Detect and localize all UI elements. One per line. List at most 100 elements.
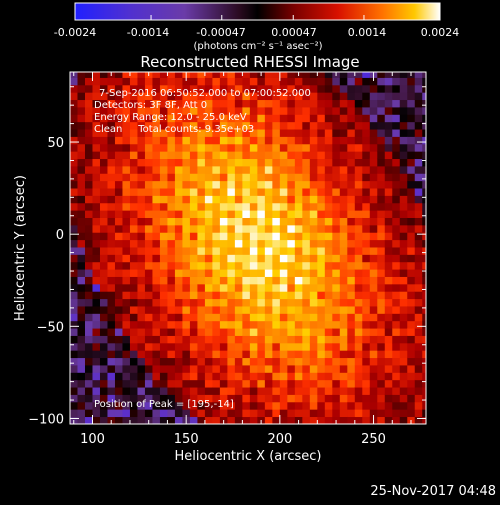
heatmap-cell — [317, 202, 326, 211]
heatmap-cell — [392, 210, 401, 218]
heatmap-cell — [377, 365, 386, 373]
heatmap-cell — [167, 379, 176, 388]
heatmap-cell — [324, 99, 333, 108]
heatmap-cell — [399, 342, 408, 351]
heatmap-cell — [99, 202, 108, 211]
heatmap-cell — [152, 121, 161, 130]
heatmap-cell — [369, 180, 378, 189]
heatmap-cell — [204, 129, 213, 137]
heatmap-cell — [249, 261, 258, 270]
heatmap-cell — [84, 401, 93, 410]
heatmap-cell — [144, 151, 153, 160]
heatmap-cell — [362, 224, 371, 233]
heatmap-cell — [264, 401, 273, 410]
heatmap-cell — [189, 121, 198, 130]
heatmap-cell — [309, 202, 318, 211]
heatmap-cell — [339, 114, 348, 123]
heatmap-cell — [407, 328, 416, 336]
heatmap-cell — [144, 291, 153, 300]
chart-title: Reconstructed RHESSI Image — [140, 53, 359, 71]
y-tick-label: 0 — [56, 228, 64, 243]
heatmap-cell — [114, 291, 123, 300]
heatmap-cell — [212, 350, 221, 359]
heatmap-cell — [272, 136, 281, 145]
heatmap-cell — [99, 313, 108, 322]
heatmap-cell — [309, 342, 318, 351]
heatmap-cell — [234, 350, 243, 359]
heatmap-cell — [354, 165, 363, 174]
heatmap-cell — [272, 365, 281, 373]
heatmap-cell — [114, 173, 123, 182]
heatmap-cell — [77, 129, 86, 137]
heatmap-cell — [399, 261, 408, 270]
heatmap-cell — [129, 77, 138, 86]
heatmap-cell — [197, 202, 206, 211]
heatmap-cell — [137, 291, 146, 300]
heatmap-cell — [332, 342, 341, 351]
heatmap-cell — [414, 99, 423, 108]
heatmap-cell — [249, 158, 258, 167]
heatmap-cell — [167, 210, 176, 218]
heatmap-cell — [167, 165, 176, 174]
heatmap-cell — [257, 239, 266, 248]
heatmap-cell — [339, 298, 348, 307]
heatmap-cell — [407, 165, 416, 174]
heatmap-cell — [107, 224, 116, 233]
heatmap-cell — [302, 342, 311, 351]
heatmap-cell — [129, 313, 138, 322]
heatmap-cell — [414, 387, 423, 395]
heatmap-cell — [302, 202, 311, 211]
heatmap-cell — [234, 202, 243, 211]
heatmap-cell — [234, 195, 243, 204]
heatmap-cell — [377, 306, 386, 314]
heatmap-cell — [422, 165, 426, 174]
heatmap-cell — [407, 114, 416, 123]
footer-date: 25-Nov-2017 04:48 — [370, 484, 496, 499]
heatmap-cell — [354, 372, 363, 381]
heatmap-cell — [407, 357, 416, 366]
heatmap-cell — [242, 416, 251, 424]
heatmap-cell — [122, 261, 131, 270]
heatmap-cell — [107, 342, 116, 351]
heatmap-cell — [167, 306, 176, 314]
heatmap-cell — [99, 239, 108, 248]
heatmap-cell — [347, 239, 356, 248]
heatmap-cell — [377, 387, 386, 395]
heatmap-cell — [249, 84, 258, 93]
heatmap-cell — [99, 306, 108, 314]
heatmap-cell — [384, 72, 393, 78]
heatmap-cell — [92, 416, 101, 424]
heatmap-cell — [264, 99, 273, 108]
heatmap-cell — [122, 114, 131, 123]
heatmap-cell — [332, 328, 341, 336]
heatmap-cell — [182, 77, 191, 86]
heatmap-cell — [212, 210, 221, 218]
heatmap-cell — [317, 129, 326, 137]
heatmap-cell — [234, 173, 243, 182]
heatmap-cell — [294, 99, 303, 108]
heatmap-cell — [392, 232, 401, 241]
heatmap-cell — [219, 158, 228, 167]
heatmap-cell — [309, 210, 318, 218]
heatmap-cell — [249, 202, 258, 211]
heatmap-cell — [257, 210, 266, 218]
heatmap-cell — [242, 328, 251, 336]
heatmap-cell — [189, 114, 198, 123]
heatmap-cell — [70, 77, 78, 86]
heatmap-cell — [219, 313, 228, 322]
heatmap-cell — [399, 143, 408, 152]
heatmap-cell — [422, 276, 426, 285]
heatmap-cell — [152, 232, 161, 241]
heatmap-cell — [294, 107, 303, 115]
heatmap-cell — [129, 202, 138, 211]
heatmap-cell — [242, 232, 251, 241]
heatmap-cell — [234, 224, 243, 233]
heatmap-cell — [399, 72, 408, 78]
heatmap-cell — [159, 342, 168, 351]
heatmap-cell — [347, 72, 356, 78]
heatmap-cell — [212, 320, 221, 329]
heatmap-cell — [332, 84, 341, 93]
heatmap-cell — [369, 107, 378, 115]
heatmap-cell — [174, 365, 183, 373]
heatmap-cell — [369, 195, 378, 204]
